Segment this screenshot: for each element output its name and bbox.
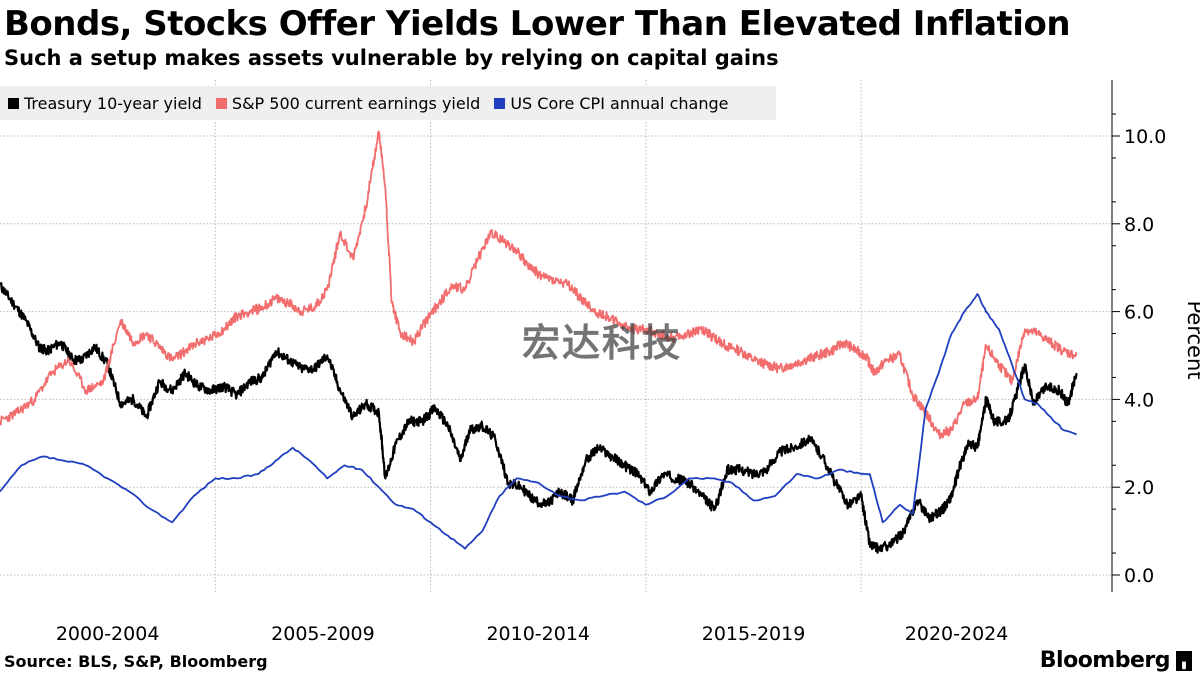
bloomberg-logo[interactable]: Bloomberg ▮ (1040, 648, 1192, 673)
legend-swatch-treasury (8, 97, 19, 109)
series-line-treasury (0, 281, 1078, 554)
y-tick-label: 6.0 (1124, 302, 1154, 324)
legend-item-treasury[interactable]: Treasury 10-year yield (8, 94, 202, 113)
legend-label-earnings: S&P 500 current earnings yield (231, 93, 481, 113)
legend-swatch-earnings (215, 97, 227, 109)
y-tick-label: 8.0 (1124, 214, 1154, 236)
chart-title: Bonds, Stocks Offer Yields Lower Than El… (4, 4, 1071, 44)
legend-item-earnings[interactable]: S&P 500 current earnings yield (215, 93, 481, 113)
y-tick-label: 0.0 (1124, 565, 1154, 587)
series-line-earnings (0, 130, 1078, 440)
legend-swatch-cpi (494, 97, 506, 109)
series-lines (0, 130, 1078, 554)
brand-name: Bloomberg (1039, 648, 1171, 673)
chart-subtitle: Such a setup makes assets vulnerable by … (4, 46, 779, 70)
y-tick-label: 2.0 (1124, 477, 1154, 499)
legend: Treasury 10-year yield S&P 500 current e… (0, 86, 776, 120)
y-axis-title: Percent (1183, 300, 1200, 380)
x-tick-label: 2005-2009 (271, 623, 375, 645)
y-tick-label: 10.0 (1124, 126, 1166, 148)
y-tick-label: 4.0 (1124, 389, 1154, 411)
y-axis: 0.0 2.0 4.0 6.0 8.0 10.0 (1111, 80, 1166, 592)
x-tick-label: 2000-2004 (56, 623, 160, 645)
legend-label-treasury: Treasury 10-year yield (24, 93, 202, 113)
source-note: Source: BLS, S&P, Bloomberg (4, 652, 268, 671)
legend-label-cpi: US Core CPI annual change (510, 93, 729, 113)
legend-item-cpi[interactable]: US Core CPI annual change (494, 94, 728, 113)
x-tick-label: 2020-2024 (905, 623, 1009, 645)
bloomberg-badge-icon: ▮ (1176, 650, 1192, 671)
x-axis-labels: 2000-2004 2005-2009 2010-2014 2015-2019 2020… (56, 623, 1009, 645)
watermark-text: 宏达科技 (522, 321, 683, 365)
x-tick-label: 2015-2019 (702, 623, 806, 645)
x-tick-label: 2010-2014 (486, 623, 590, 645)
series-line-cpi (0, 293, 1077, 550)
